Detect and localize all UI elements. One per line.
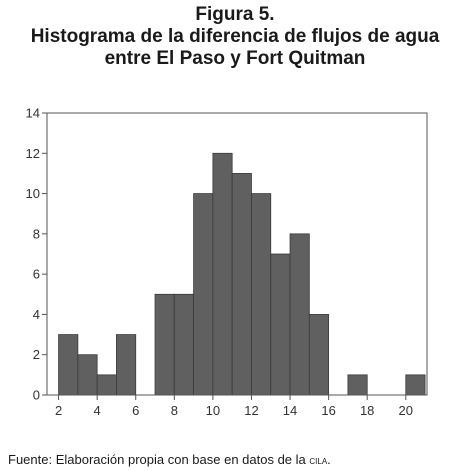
histogram-bar bbox=[154, 293, 175, 396]
histogram-bar bbox=[212, 152, 233, 396]
histogram-bar bbox=[347, 374, 368, 396]
histogram-bar bbox=[231, 173, 252, 396]
histogram-bar bbox=[193, 193, 214, 396]
y-tick-label: 0 bbox=[33, 388, 40, 403]
x-tick-label: 6 bbox=[132, 403, 139, 418]
histogram-bar bbox=[77, 354, 98, 396]
histogram-bar bbox=[270, 253, 291, 396]
figure-label: Figura 5. bbox=[195, 4, 275, 25]
histogram-bars bbox=[58, 152, 426, 396]
source-suffix: . bbox=[327, 452, 331, 467]
y-tick-label: 14 bbox=[26, 106, 40, 121]
plot-frame bbox=[46, 112, 428, 396]
source-text: Fuente: Elaboración propia con base en d… bbox=[8, 452, 310, 467]
x-tick-label: 10 bbox=[206, 403, 220, 418]
y-tick-label: 4 bbox=[33, 307, 40, 322]
histogram-bar bbox=[308, 314, 330, 396]
x-tick-label: 14 bbox=[283, 403, 297, 418]
figure-title: Figura 5. Histograma de la diferencia de… bbox=[0, 4, 470, 70]
y-tick-label: 6 bbox=[33, 267, 40, 282]
y-tick-label: 10 bbox=[26, 186, 40, 201]
x-tick-label: 2 bbox=[55, 403, 62, 418]
x-tick-label: 18 bbox=[360, 403, 374, 418]
x-tick-label: 8 bbox=[171, 403, 178, 418]
y-axis: 0 2 4 6 8 10 12 14 bbox=[26, 106, 47, 403]
histogram-bar bbox=[116, 334, 137, 396]
x-axis: 2 4 6 8 10 12 14 16 18 20 bbox=[55, 395, 413, 418]
histogram-bar bbox=[251, 193, 272, 396]
histogram-bar bbox=[289, 233, 310, 396]
histogram-bar bbox=[96, 374, 117, 396]
source-org: cila bbox=[309, 453, 328, 467]
histogram-bar bbox=[173, 293, 194, 396]
histogram-bar bbox=[405, 374, 426, 396]
x-tick-label: 16 bbox=[321, 403, 335, 418]
y-tick-label: 8 bbox=[33, 226, 40, 241]
figure-title-line-1: Histograma de la diferencia de flujos de… bbox=[30, 26, 440, 47]
source-note: Fuente: Elaboración propia con base en d… bbox=[8, 452, 331, 467]
x-tick-label: 4 bbox=[94, 403, 101, 418]
y-tick-label: 2 bbox=[33, 347, 40, 362]
figure-title-line-2: entre El Paso y Fort Quitman bbox=[104, 48, 366, 69]
y-tick-label: 12 bbox=[26, 146, 40, 161]
x-tick-label: 12 bbox=[244, 403, 258, 418]
x-tick-label: 20 bbox=[399, 403, 413, 418]
histogram-bar bbox=[58, 334, 79, 396]
